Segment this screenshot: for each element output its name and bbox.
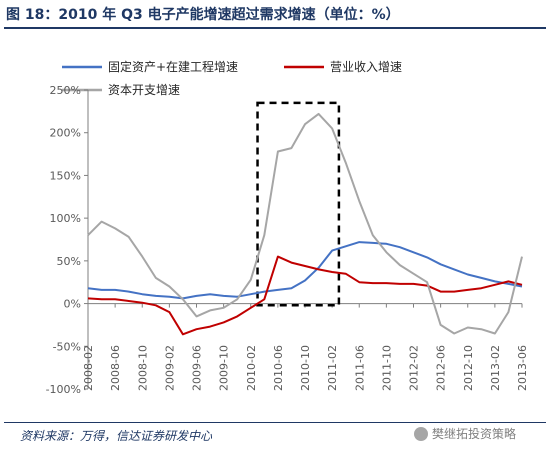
x-tick-label: 2008-10 [136,345,149,391]
x-tick-label: 2012-06 [435,345,448,391]
x-tick-label: 2010-02 [245,345,258,391]
series-lines [87,112,523,336]
x-tick-label: 2009-02 [163,345,176,391]
legend-label-3: 资本开支增速 [108,83,180,97]
x-tick-label: 2013-06 [516,345,529,391]
x-tick-label: 2008-02 [82,345,95,391]
watermark-text: 樊继拓投资策略 [432,427,517,441]
series-line-3 [87,112,523,335]
dashed-box [256,101,341,307]
chart-title: 图 18：2010 年 Q3 电子产能增速超过需求增速（单位：%） [6,7,400,23]
x-tick-label: 2011-10 [380,345,393,391]
x-tick-label: 2010-06 [272,345,285,391]
y-tick-label: 100% [50,212,81,225]
series-line-2 [87,255,523,336]
title-rule [4,27,546,29]
y-tick-label: -50% [53,340,81,353]
x-tick-label: 2008-06 [109,345,122,391]
y-tick-label: -100% [46,383,81,396]
legend-label-1: 固定资产+在建工程增速 [108,59,238,74]
wechat-icon [414,426,428,441]
series-line-1 [87,241,523,300]
x-tick-label: 2009-06 [191,345,204,391]
legend-label-2: 营业收入增速 [330,60,402,74]
x-tick-label: 2011-02 [326,345,339,391]
x-tick-label: 2011-06 [353,345,366,391]
y-tick-label: 250% [50,84,81,97]
y-axis: -100% -50% 0% 50% 100% 150% 200% 250% [46,84,89,396]
y-tick-label: 150% [50,169,81,182]
x-tick-label: 2012-02 [408,345,421,391]
x-tick-label: 2012-10 [462,345,475,391]
x-tick-label: 2013-02 [489,345,502,391]
watermark: 樊继拓投资策略 [414,425,516,442]
y-tick-label: 0% [64,298,81,311]
x-tick-label: 2010-10 [299,345,312,391]
footer-rule [4,422,546,423]
source-note: 资料来源：万得，信达证券研发中心 [20,429,213,443]
y-tick-label: 50% [57,255,81,268]
x-tick-label: 2009-10 [218,345,231,391]
dashed-annotation-box [256,101,341,307]
x-axis: 2008-02 2008-06 2008-10 2009-02 2009-06 2009-… [82,303,529,391]
y-tick-label: 200% [50,127,81,140]
